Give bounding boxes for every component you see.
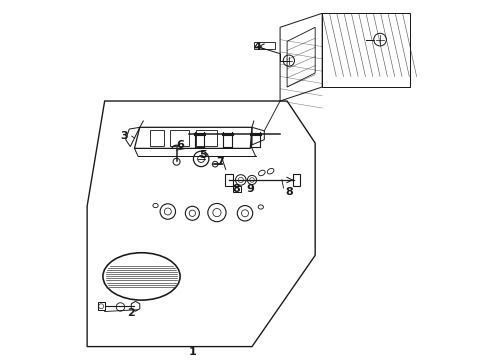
Text: 4: 4 [253, 42, 261, 51]
Text: 7: 7 [217, 157, 224, 167]
Text: 6: 6 [176, 140, 184, 150]
Bar [254, 42, 275, 49]
Text: 3: 3 [120, 131, 128, 141]
Text: 9: 9 [246, 184, 254, 194]
Text: 8: 8 [285, 187, 293, 197]
Bar [170, 130, 189, 145]
Bar [196, 130, 217, 145]
Text: 1: 1 [189, 347, 196, 357]
Bar [225, 174, 233, 186]
Text: 8: 8 [232, 184, 240, 194]
Text: 5: 5 [199, 150, 207, 161]
Bar [98, 302, 105, 310]
Bar [294, 174, 300, 186]
Text: 2: 2 [127, 308, 135, 318]
Bar [150, 130, 164, 145]
